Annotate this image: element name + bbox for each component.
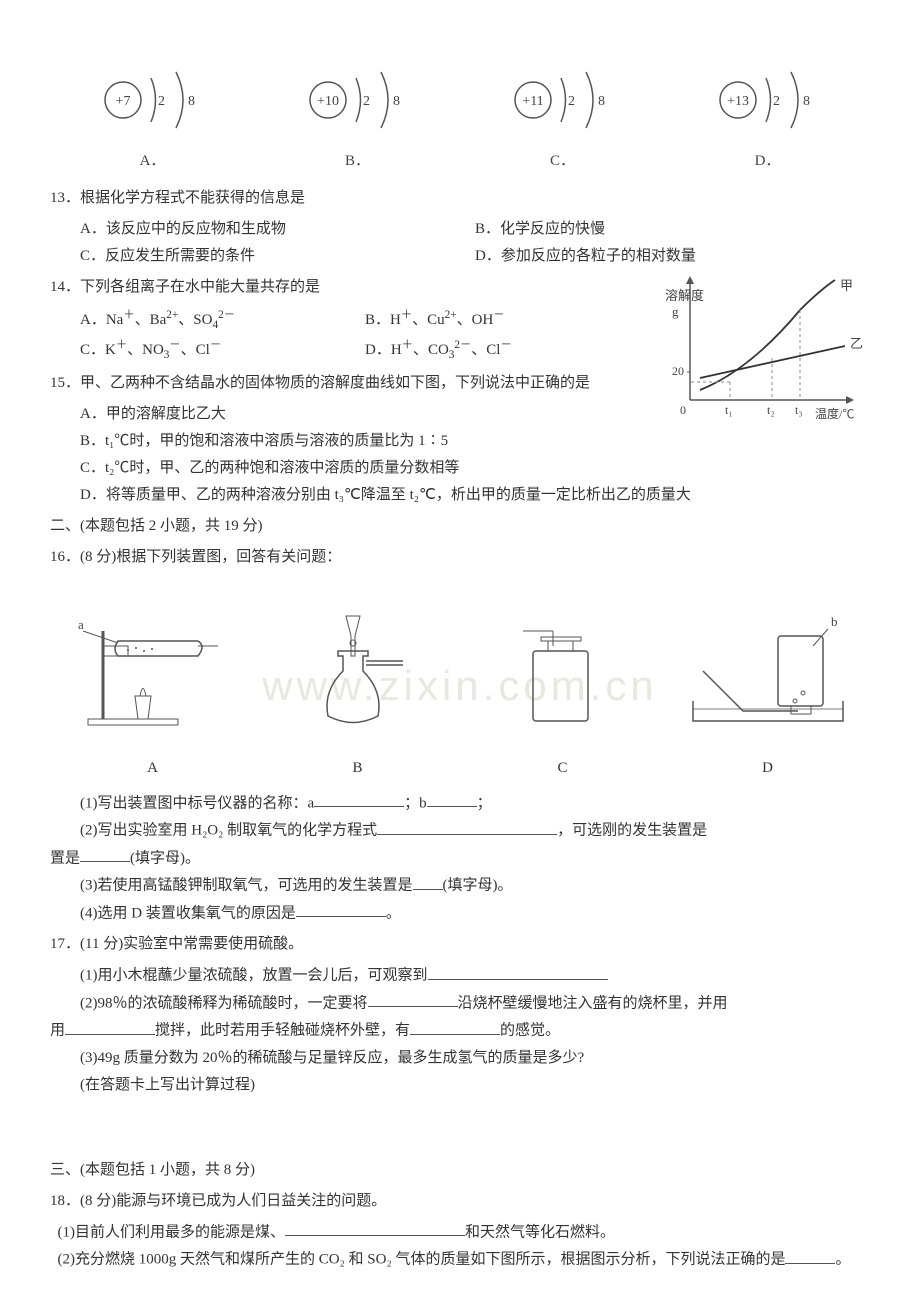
chart-series-a: 甲 [840, 278, 853, 293]
q13-opt-a: A．该反应中的反应物和生成物 [80, 216, 475, 243]
q16-stem: 16．(8 分)根据下列装置图，回答有关问题： [50, 544, 870, 571]
atom-a-shell1: 2 [158, 94, 165, 109]
q16-p3: (3)若使用高锰酸钾制取氧气，可选用的发生装置是(填字母)。 [50, 872, 870, 900]
section3-heading: 三、(本题包括 1 小题，共 8 分) [50, 1157, 870, 1184]
q14-opt-b: B．H＋、Cu2+、OH－ [365, 305, 650, 335]
q17-p3b: (在答题卡上写出计算过程) [50, 1072, 870, 1099]
q17-p2: (2)98％的浓硫酸稀释为稀硫酸时，一定要将沿烧杯壁缓慢地注入盛有的烧杯里，并用… [50, 990, 870, 1045]
q16-p1: (1)写出装置图中标号仪器的名称：a；b； [50, 790, 870, 818]
q17-stem: 17．(11 分)实验室中常需要使用硫酸。 [50, 931, 870, 958]
apparatus-area: www.zixin.com.cn a [50, 591, 870, 782]
apparatus-label-b: B [268, 755, 448, 782]
atom-d-nucleus: +13 [727, 94, 749, 109]
q18-p2: (2)充分燃烧 1000g 天然气和煤所产生的 CO₂ 和 SO₂ 气体的质量如… [50, 1246, 870, 1274]
atom-c-svg: +11 2 8 [508, 60, 618, 140]
q18-stem: 18．(8 分)能源与环境已成为人们日益关注的问题。 [50, 1188, 870, 1215]
atom-d-shell2: 8 [803, 94, 810, 109]
svg-text:0: 0 [680, 403, 686, 417]
q13-options: A．该反应中的反应物和生成物 C．反应发生所需要的条件 B．化学反应的快慢 D．… [50, 216, 870, 270]
atom-a-shell2: 8 [188, 94, 195, 109]
chart-y-unit: g [672, 304, 679, 319]
q13-opt-c: C．反应发生所需要的条件 [80, 243, 475, 270]
q16-p2: (2)写出实验室用 H₂O₂ 制取氧气的化学方程式，可选刚的发生装置是 置是(填… [50, 817, 870, 872]
apparatus-label-d: D [678, 755, 858, 782]
chart-x-label: 温度/℃ [815, 406, 854, 421]
apparatus-label-c: C [473, 755, 653, 782]
atom-c-label: C． [488, 148, 638, 175]
atom-a-nucleus: +7 [115, 94, 130, 109]
q13-stem: 13．根据化学方程式不能获得的信息是 [50, 185, 870, 212]
q18-p1: (1)目前人们利用最多的能源是煤、和天然气等化石燃料。 [50, 1219, 870, 1247]
q14-opt-c: C．K＋、NO3－、Cl－ [80, 335, 365, 365]
chart-t2: t₂ [767, 403, 775, 417]
atom-d: +13 2 8 D． [693, 60, 843, 175]
atom-diagram-row: +7 2 8 A． +10 2 8 B． +11 2 8 C． [50, 60, 870, 175]
q13-opt-d: D．参加反应的各粒子的相对数量 [475, 243, 870, 270]
atom-a: +7 2 8 A． [78, 60, 228, 175]
q14-opt-a: A．Na＋、Ba2+、SO42－ [80, 305, 365, 335]
atom-d-shell1: 2 [773, 94, 780, 109]
atom-b-shell1: 2 [363, 94, 370, 109]
q16-p4: (4)选用 D 装置收集氧气的原因是。 [50, 900, 870, 928]
atom-b-nucleus: +10 [317, 94, 339, 109]
atom-c: +11 2 8 C． [488, 60, 638, 175]
atom-a-label: A． [78, 148, 228, 175]
apparatus-label-a: A [63, 755, 243, 782]
chart-t1: t₁ [725, 403, 733, 417]
apparatus-a-label-a: a [78, 617, 84, 632]
q13-opt-b: B．化学反应的快慢 [475, 216, 870, 243]
q15-opt-c: C．t₂℃时，甲、乙的两种饱和溶液中溶质的质量分数相等 [50, 455, 870, 482]
atom-b-svg: +10 2 8 [303, 60, 413, 140]
q14-opt-d: D．H＋、CO32－、Cl－ [365, 335, 650, 365]
chart-y-tick: 20 [672, 364, 684, 378]
atom-c-nucleus: +11 [522, 94, 543, 109]
atom-a-svg: +7 2 8 [98, 60, 208, 140]
apparatus-c [473, 601, 653, 741]
chart-y-label: 溶解度 [665, 288, 704, 303]
chart-series-b: 乙 [850, 336, 863, 351]
atom-d-label: D． [693, 148, 843, 175]
q17-p3: (3)49g 质量分数为 20％的稀硫酸与足量锌反应，最多生成氢气的质量是多少? [50, 1045, 870, 1072]
atom-b: +10 2 8 B． [283, 60, 433, 175]
section2-heading: 二、(本题包括 2 小题，共 19 分) [50, 513, 870, 540]
atom-b-shell2: 8 [393, 94, 400, 109]
apparatus-b [268, 601, 448, 741]
solubility-chart: 溶解度 g 20 甲 乙 0 t₁ t₂ t₃ 温度/℃ [660, 270, 870, 440]
atom-b-label: B． [283, 148, 433, 175]
apparatus-d-label-b: b [831, 614, 838, 629]
q17-p1: (1)用小木棍蘸少量浓硫酸，放置一会儿后，可观察到 [50, 962, 870, 990]
apparatus-a: a [63, 601, 243, 741]
atom-c-shell1: 2 [568, 94, 575, 109]
chart-t3: t₃ [795, 403, 803, 417]
atom-c-shell2: 8 [598, 94, 605, 109]
q15-opt-d: D．将等质量甲、乙的两种溶液分别由 t₃℃降温至 t₂℃，析出甲的质量一定比析出… [50, 482, 870, 509]
atom-d-svg: +13 2 8 [713, 60, 823, 140]
apparatus-d: b [678, 601, 858, 741]
